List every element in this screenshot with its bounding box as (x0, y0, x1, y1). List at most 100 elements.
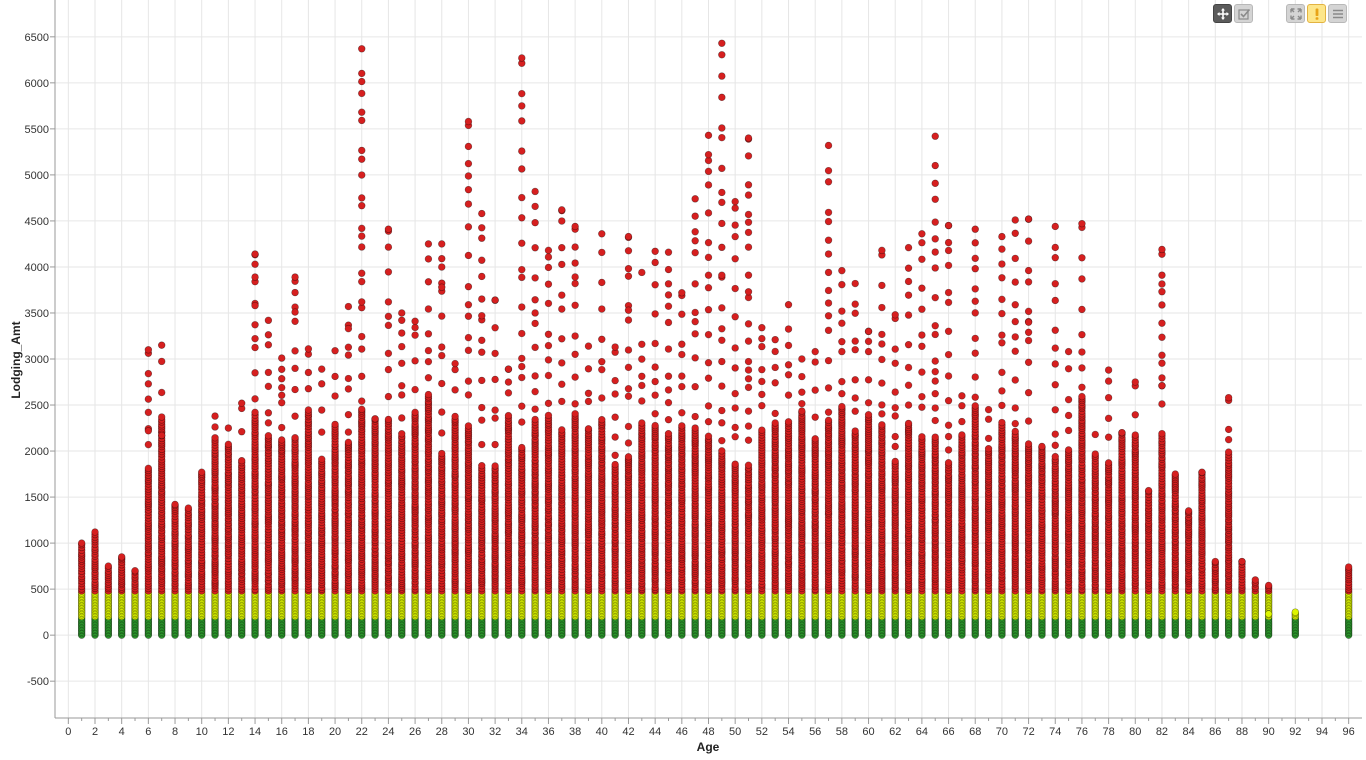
data-point (491, 414, 499, 422)
data-point (211, 412, 219, 420)
data-point (251, 408, 259, 417)
data-point (304, 368, 313, 377)
data-point (438, 429, 446, 437)
data-point (651, 281, 659, 289)
data-point (398, 342, 406, 351)
data-point (451, 386, 459, 394)
data-point (478, 295, 486, 303)
data-point (264, 382, 273, 391)
data-point (358, 372, 366, 381)
data-point (464, 333, 473, 342)
y-tick-label: 2000 (25, 446, 49, 458)
data-point (358, 116, 366, 125)
data-point (464, 172, 473, 180)
data-point (77, 539, 86, 547)
data-point (571, 350, 579, 359)
data-point (651, 310, 659, 318)
x-tick-label: 38 (569, 726, 581, 738)
data-point (704, 432, 713, 440)
x-tick-label: 20 (329, 726, 341, 738)
x-tick-label: 48 (702, 726, 714, 738)
y-tick-label: 1000 (25, 538, 49, 550)
data-point (438, 408, 446, 416)
data-point (544, 253, 553, 261)
data-point (331, 420, 339, 429)
data-point (598, 335, 606, 343)
data-point (478, 272, 486, 281)
data-point (704, 209, 713, 217)
data-point (704, 284, 713, 292)
data-point (251, 260, 259, 268)
data-point (424, 357, 433, 366)
data-point (424, 278, 433, 286)
data-point (518, 329, 526, 338)
data-point (278, 398, 286, 407)
x-tick-label: 92 (1289, 726, 1301, 738)
data-point (144, 395, 153, 403)
x-tick-label: 60 (862, 726, 874, 738)
data-point (624, 272, 633, 280)
data-point (678, 409, 686, 417)
x-tick-label: 66 (942, 726, 954, 738)
data-point (624, 247, 633, 255)
data-point (411, 408, 419, 417)
data-point (544, 330, 553, 338)
data-point (638, 381, 646, 390)
data-point (598, 248, 606, 257)
data-point (518, 265, 526, 274)
data-point (398, 391, 406, 399)
data-point (411, 357, 419, 365)
data-point (518, 117, 526, 125)
data-point (518, 54, 526, 62)
data-point (478, 416, 486, 424)
y-tick-label: 6000 (25, 78, 49, 90)
x-tick-label: 54 (782, 726, 794, 738)
data-point (424, 240, 433, 248)
data-point (531, 218, 539, 227)
data-point (664, 386, 673, 394)
data-point (558, 206, 566, 214)
x-tick-label: 96 (1343, 726, 1355, 738)
data-point (571, 332, 579, 340)
data-point (624, 232, 633, 241)
data-point (704, 238, 713, 247)
data-point (464, 251, 473, 260)
data-point (638, 397, 646, 405)
data-point (558, 397, 566, 406)
data-points (77, 39, 1353, 639)
data-point (344, 374, 353, 383)
data-point (264, 316, 273, 325)
data-point (691, 354, 699, 362)
data-point (638, 372, 646, 381)
y-tick-label: 4500 (25, 216, 49, 228)
data-point (358, 201, 366, 210)
x-tick-label: 86 (1209, 726, 1221, 738)
data-point (451, 412, 459, 421)
data-point (331, 372, 339, 381)
data-point (344, 385, 353, 393)
data-point (611, 390, 619, 398)
data-point (651, 377, 659, 386)
data-point (491, 349, 499, 358)
data-point (424, 346, 433, 355)
data-point (157, 357, 166, 366)
data-point (638, 419, 646, 427)
x-tick-label: 0 (65, 726, 71, 738)
data-point (384, 365, 393, 374)
data-point (678, 372, 686, 380)
data-point (238, 399, 246, 407)
x-tick-label: 6 (145, 726, 151, 738)
data-point (598, 365, 606, 374)
data-point (664, 318, 673, 327)
data-point (224, 424, 233, 432)
data-point (411, 385, 419, 394)
data-point (358, 224, 366, 233)
data-point (464, 223, 473, 231)
data-point (531, 343, 539, 352)
data-point (504, 365, 513, 373)
data-point (264, 419, 273, 427)
data-point (544, 299, 553, 308)
data-point (651, 247, 659, 256)
data-point (384, 298, 393, 306)
